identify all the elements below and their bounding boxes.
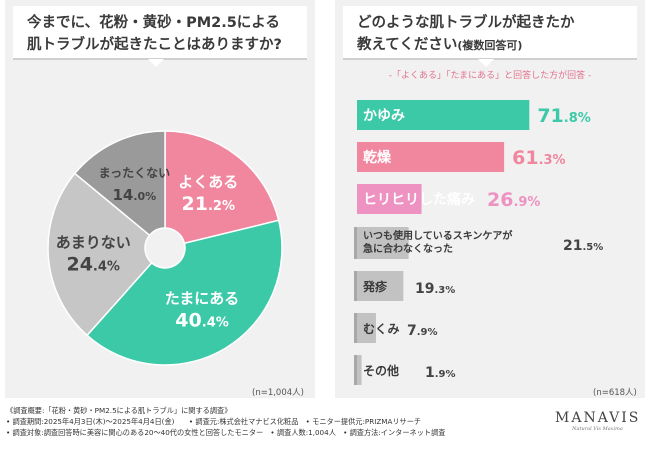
- bar-発疹: [357, 271, 404, 301]
- right-question-header: どのような肌トラブルが起きたか 教えてください(複数回答可): [343, 6, 637, 67]
- donut-slice-まったくない: [73, 130, 166, 237]
- bar-value-乾燥: 61.3%: [512, 147, 565, 169]
- bar-value-いつも使用しているスキンケアが急に合わなくなった: 21.5%: [563, 238, 603, 254]
- bar-いつも使用しているスキンケアが急に合わなくなった: [357, 227, 409, 259]
- left-title-line1: 今までに、花粉・黄砂・PM2.5による: [27, 15, 280, 31]
- bar-label-むくみ: むくみ: [363, 322, 399, 336]
- bar-accent-6: [354, 355, 357, 385]
- bar-value-ヒリヒリした痛み: 26.9%: [487, 189, 540, 211]
- survey-summary-period: • 調査期間:2025年4月3日(木)〜2025年4月4日(金) • 調査元:株…: [6, 417, 422, 426]
- bar-label-その他: その他: [363, 363, 399, 378]
- left-title-line2: 肌トラブルが起きたことはありますか?: [27, 37, 282, 53]
- right-title-line2: 教えてください(複数回答可): [357, 33, 522, 54]
- bar-乾燥: [357, 142, 505, 172]
- bar-label-いつも使用しているスキンケアが急に合わなくなった: いつも使用しているスキンケアが急に合わなくなった: [363, 229, 513, 255]
- donut-label-よくある: よくある: [178, 173, 238, 191]
- bar-value-かゆみ: 71.8%: [537, 105, 590, 127]
- right-title-line1: どのような肌トラブルが起きたか: [357, 15, 575, 31]
- donut-value-よくある: 21.2%: [182, 193, 235, 215]
- donut-label-まったくない: まったくない: [99, 166, 171, 180]
- bar-ヒリヒリした痛み: [357, 184, 422, 214]
- survey-summary: 《調査概要:「花粉・黄砂・PM2.5による肌トラブル」に関する調査》 • 調査期…: [6, 405, 526, 438]
- bar-むくみ: [357, 313, 376, 343]
- bar-value-発疹: 19.3%: [415, 281, 455, 297]
- bar-value-むくみ: 7.9%: [407, 323, 438, 339]
- bar-かゆみ: [357, 100, 530, 130]
- bar-label-発疹: 発疹: [362, 279, 388, 294]
- donut-chart: よくある 21.2% たまにある 40.4% あまりない 24.4% まったくない 14.0%: [47, 130, 283, 366]
- bar-chart: かゆみ 71.8% 乾燥 61.3% ヒリヒリした痛み 26.9% いつも使用しているスキン…: [354, 100, 603, 385]
- bar-accent-3: [354, 227, 357, 259]
- left-panel: 今までに、花粉・黄砂・PM2.5による 肌トラブルが起きたことはありますか? よ…: [5, 0, 315, 398]
- bar-accent-5: [354, 313, 357, 343]
- left-sample-size: (n=1,004人): [252, 388, 304, 398]
- donut-value-あまりない: 24.4%: [66, 253, 119, 275]
- right-title-sub: (複数回答可): [457, 39, 523, 52]
- right-panel: どのような肌トラブルが起きたか 教えてください(複数回答可) -「よくある」「た…: [335, 0, 645, 398]
- right-title-main: 教えてください: [357, 37, 458, 53]
- survey-summary-target: • 調査対象:調査回答時に美容に関心のある20〜40代の女性と回答したモニター …: [6, 428, 446, 437]
- survey-summary-title: 《調査概要:「花粉・黄砂・PM2.5による肌トラブル」に関する調査》: [6, 406, 232, 415]
- logo-tagline: Natural Vis Maxima: [572, 426, 623, 432]
- right-sample-size: (n=618人): [593, 388, 637, 398]
- bar-label-乾燥: 乾燥: [363, 149, 392, 166]
- bar-label-ヒリヒリした痛み: ヒリヒリした痛み: [363, 191, 475, 208]
- donut-label-たまにある: たまにある: [165, 290, 240, 308]
- bar-value-その他: 1.9%: [425, 365, 456, 381]
- bar-label-かゆみ: かゆみ: [363, 108, 405, 124]
- bar-その他: [357, 355, 362, 385]
- left-question-header: 今までに、花粉・黄砂・PM2.5による 肌トラブルが起きたことはありますか?: [13, 6, 307, 67]
- respondent-note: -「よくある」「たまにある」と回答した方が回答 -: [388, 71, 592, 81]
- donut-slice-あまりない: [47, 172, 153, 337]
- donut-value-まったくない: 14.0%: [112, 186, 156, 204]
- donut-value-たまにある: 40.4%: [175, 310, 228, 332]
- donut-slice-たまにある: [86, 219, 283, 366]
- bar-accent-4: [354, 271, 357, 301]
- logo-brand: MANAVIS: [555, 410, 641, 426]
- manavis-logo: MANAVIS Natural Vis Maxima: [555, 410, 640, 432]
- donut-label-あまりない: あまりない: [56, 233, 131, 251]
- donut-slice-よくある: [164, 130, 280, 245]
